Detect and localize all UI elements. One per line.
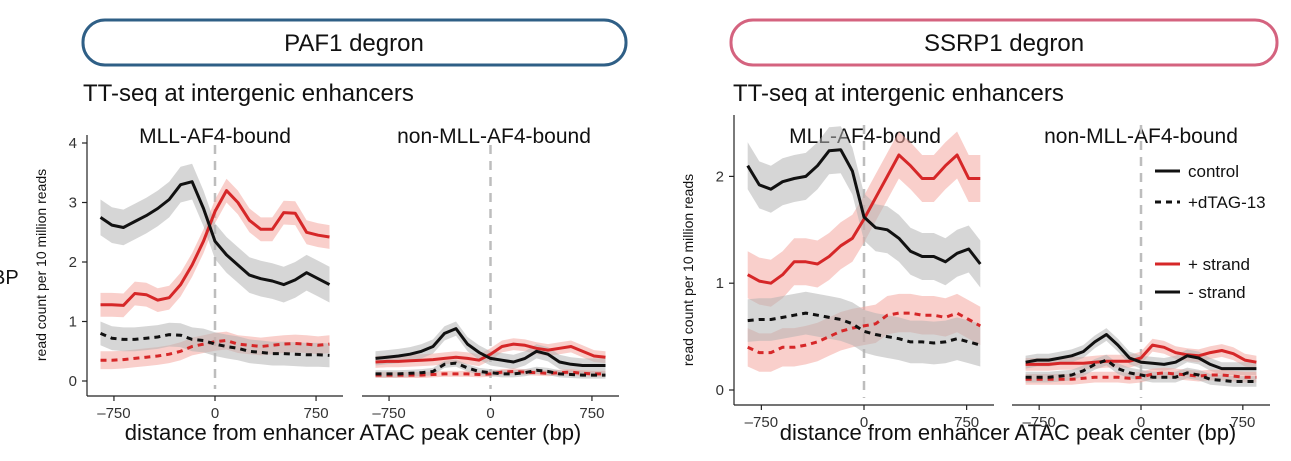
legend-dtag-label: +dTAG-13: [1188, 193, 1266, 212]
x-tick-label: 750: [579, 405, 604, 422]
line-plus-control: [375, 342, 606, 364]
panel-ssrp1-ylabel: read count per 10 million reads: [680, 174, 696, 366]
y-tick-label: 3: [69, 195, 77, 212]
line-minus-dtag: [747, 311, 981, 347]
panel-ssrp1-title: TT-seq at intergenic enhancers: [733, 80, 1064, 107]
band-minus-control: [747, 126, 981, 288]
line-minus-dtag: [375, 361, 606, 377]
x-tick-label: 0: [860, 414, 868, 431]
line-plus-dtag: [375, 370, 606, 377]
facet-ssrp1-mll-plot: 0 1 2 –750 0 750: [716, 115, 994, 431]
panel-paf1-title: TT-seq at intergenic enhancers: [83, 80, 414, 107]
legend: control +dTAG-13 + strand - strand: [1155, 162, 1266, 302]
line-plus-dtag: [100, 339, 330, 362]
facet-ssrp1-nonmll-label: non-MLL-AF4-bound: [1044, 125, 1238, 148]
panel-paf1-ylabel: read count per 10 million reads: [33, 169, 49, 361]
y-tick-label: 2: [716, 168, 724, 185]
line-plus-dtag: [747, 311, 982, 355]
x-tick-label: 0: [486, 405, 494, 422]
facet-paf1-mll-plot: 0 1 2 3 4 –750 0 750: [69, 135, 343, 422]
y-tick-label: 0: [716, 382, 724, 399]
pill-paf1-label: PAF1 degron: [284, 30, 424, 57]
pill-ssrp1-label: SSRP1 degron: [924, 30, 1084, 57]
x-tick-label: 750: [1230, 414, 1255, 431]
x-tick-label: –750: [372, 405, 405, 422]
panel-ssrp1: SSRP1 degron TT-seq at intergenic enhanc…: [680, 18, 1279, 445]
facet-paf1-mll-label: MLL-AF4-bound: [139, 125, 291, 148]
line-plus-control: [1025, 343, 1257, 366]
line-minus-control: [99, 180, 331, 287]
band-minus-dtag: [100, 321, 330, 368]
y-tick-label: 1: [69, 314, 77, 331]
x-tick-label: –750: [97, 405, 130, 422]
x-tick-label: 750: [304, 405, 329, 422]
y-tick-label: 2: [69, 254, 77, 271]
legend-minus-strand-label: - strand: [1188, 283, 1246, 302]
left-edge-text: BP: [0, 267, 19, 289]
line-plus-control: [746, 153, 981, 285]
band-minus-control: [100, 163, 330, 303]
legend-plus-strand-label: + strand: [1188, 255, 1250, 274]
line-plus-dtag: [1025, 371, 1257, 381]
y-tick-label: 4: [69, 135, 77, 152]
panel-ssrp1-xlabel: distance from enhancer ATAC peak center …: [780, 420, 1237, 445]
facet-paf1-nonmll-label: non-MLL-AF4-bound: [397, 125, 591, 148]
x-tick-label: 0: [211, 405, 219, 422]
y-tick-label: 1: [716, 275, 724, 292]
facet-ssrp1-nonmll-plot: –750 0 750: [1012, 125, 1270, 431]
y-tick-label: 0: [69, 373, 77, 390]
line-minus-control: [746, 148, 982, 265]
x-tick-label: –750: [745, 414, 778, 431]
band-minus-control: [375, 321, 606, 373]
band-minus-dtag: [747, 291, 981, 367]
band-minus-control: [1025, 328, 1257, 375]
legend-control-label: control: [1188, 162, 1239, 181]
line-minus-dtag: [1025, 358, 1257, 383]
band-minus-dtag: [1025, 354, 1257, 387]
pill-ssrp1-degron: [729, 18, 1279, 67]
panel-paf1-xlabel: distance from enhancer ATAC peak center …: [125, 420, 582, 445]
panel-paf1: PAF1 degron TT-seq at intergenic enhance…: [33, 18, 628, 445]
line-minus-control: [1025, 333, 1257, 371]
line-plus-control: [100, 189, 330, 307]
x-tick-label: 0: [1137, 414, 1145, 431]
facet-paf1-nonmll-plot: –750 0 750: [362, 145, 619, 422]
line-minus-control: [375, 327, 606, 367]
x-tick-label: 750: [954, 414, 979, 431]
pill-paf1-degron: [81, 18, 628, 67]
x-tick-label: –750: [1022, 414, 1055, 431]
